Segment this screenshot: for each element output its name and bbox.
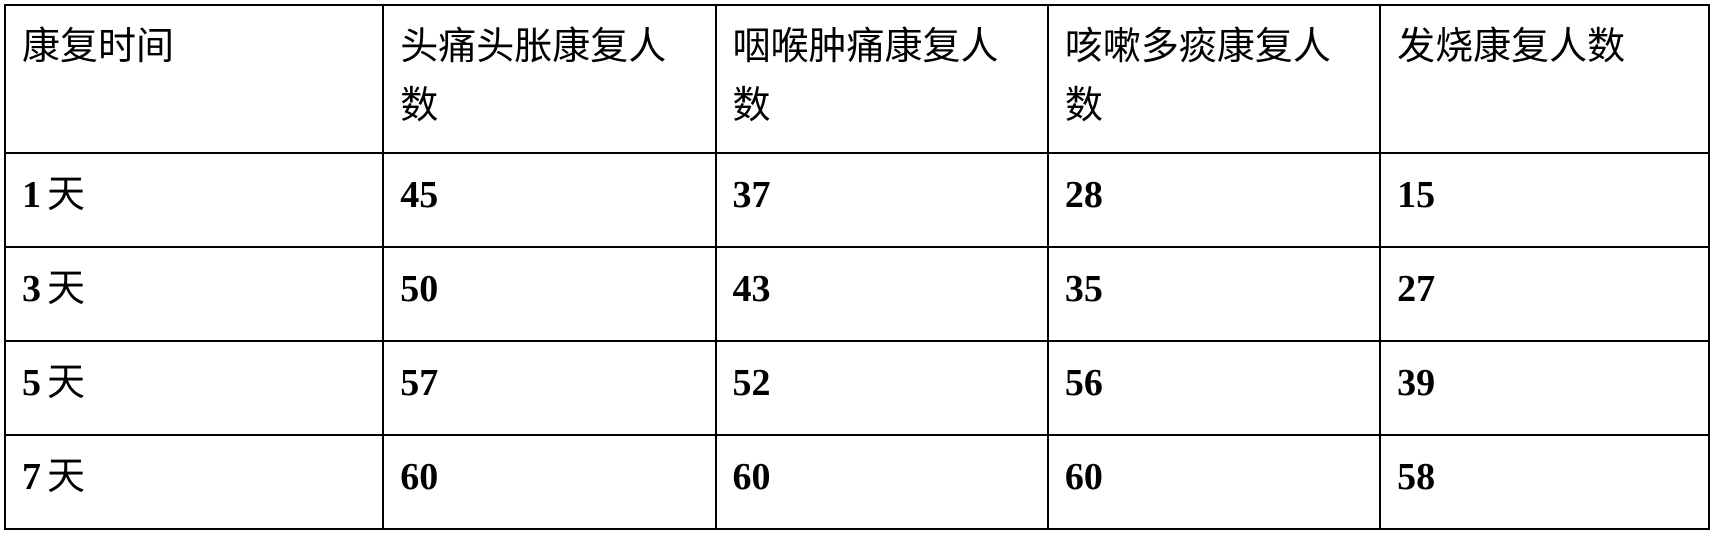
cell-fever: 58 — [1380, 435, 1709, 529]
cell-fever: 15 — [1380, 153, 1709, 247]
cell-headache: 57 — [383, 341, 715, 435]
cell-time: 5天 — [5, 341, 383, 435]
table-header-row: 康复时间 头痛头胀康复人数 咽喉肿痛康复人数 咳嗽多痰康复人数 发烧康复人数 — [5, 5, 1709, 153]
cell-cough: 60 — [1048, 435, 1380, 529]
cell-throat: 37 — [716, 153, 1048, 247]
cell-headache: 60 — [383, 435, 715, 529]
cell-headache: 50 — [383, 247, 715, 341]
time-number: 5 — [22, 362, 41, 404]
cell-fever: 39 — [1380, 341, 1709, 435]
time-number: 7 — [22, 456, 41, 498]
cell-cough: 56 — [1048, 341, 1380, 435]
cell-throat: 52 — [716, 341, 1048, 435]
time-unit: 天 — [47, 268, 85, 310]
table-row: 3天 50 43 35 27 — [5, 247, 1709, 341]
cell-time: 3天 — [5, 247, 383, 341]
cell-cough: 35 — [1048, 247, 1380, 341]
cell-cough: 28 — [1048, 153, 1380, 247]
col-header-headache: 头痛头胀康复人数 — [383, 5, 715, 153]
col-header-fever: 发烧康复人数 — [1380, 5, 1709, 153]
table-row: 5天 57 52 56 39 — [5, 341, 1709, 435]
cell-time: 7天 — [5, 435, 383, 529]
time-unit: 天 — [47, 362, 85, 404]
cell-headache: 45 — [383, 153, 715, 247]
time-number: 1 — [22, 174, 41, 216]
recovery-table: 康复时间 头痛头胀康复人数 咽喉肿痛康复人数 咳嗽多痰康复人数 发烧康复人数 1… — [4, 4, 1710, 530]
col-header-throat: 咽喉肿痛康复人数 — [716, 5, 1048, 153]
time-unit: 天 — [47, 456, 85, 498]
cell-throat: 60 — [716, 435, 1048, 529]
cell-fever: 27 — [1380, 247, 1709, 341]
time-number: 3 — [22, 268, 41, 310]
table-row: 7天 60 60 60 58 — [5, 435, 1709, 529]
time-unit: 天 — [47, 174, 85, 216]
col-header-cough: 咳嗽多痰康复人数 — [1048, 5, 1380, 153]
col-header-time: 康复时间 — [5, 5, 383, 153]
cell-time: 1天 — [5, 153, 383, 247]
cell-throat: 43 — [716, 247, 1048, 341]
table-row: 1天 45 37 28 15 — [5, 153, 1709, 247]
